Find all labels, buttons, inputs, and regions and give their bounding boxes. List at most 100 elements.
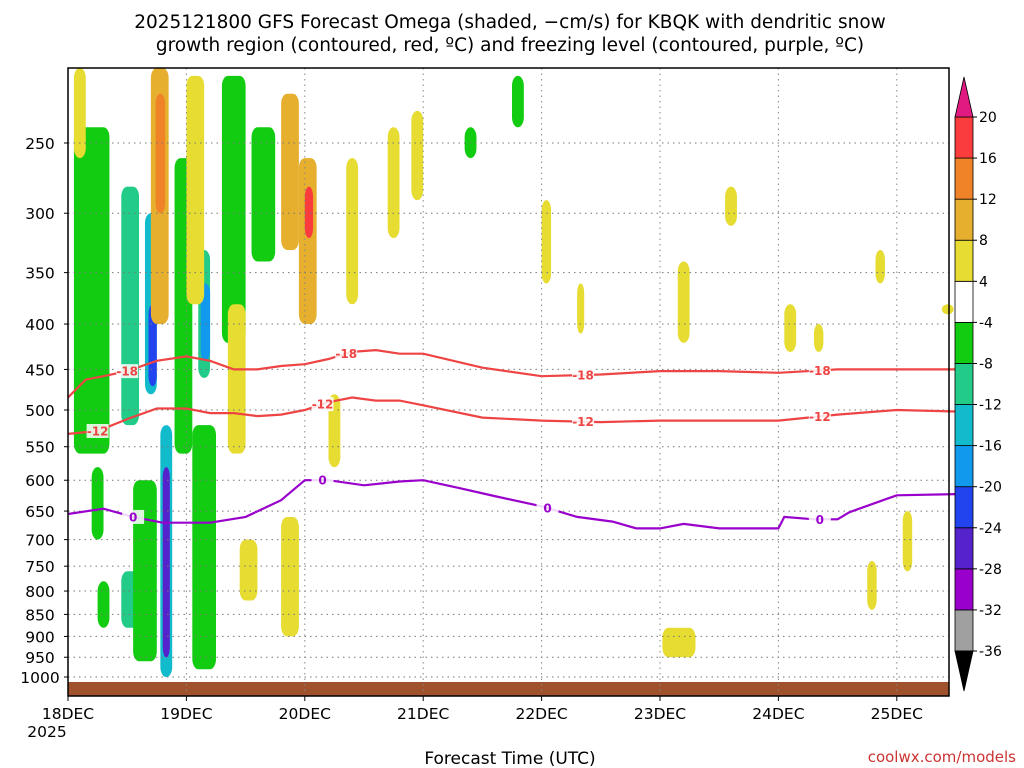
omega-cell-20 [227, 304, 246, 454]
omega-cell-7 [148, 304, 157, 387]
contour-label-1-2: -12 [572, 415, 594, 429]
omega-cell-34 [677, 261, 690, 343]
omega-colorbar: -36 -32 -28 -24 -20 -16 -12 -8 -4 4 8 12 16 20 [954, 76, 1002, 692]
contour-label-2-2: 0 [543, 502, 551, 516]
colorbar-label--12: -12 [979, 398, 1002, 414]
contour-label-bg [86, 423, 109, 438]
contour-label-bg [335, 346, 358, 361]
contour-label-1-3: -12 [809, 410, 831, 424]
contour-label-2-0: 0 [129, 510, 137, 524]
omega-cell-37 [813, 324, 824, 352]
omega-cell-22 [281, 93, 299, 250]
colorbar-label--32: -32 [979, 603, 1002, 619]
chart-title-line-1: 2025121800 GFS Forecast Omega (shaded, −… [134, 12, 886, 33]
colorbar-swatch-8 [954, 280, 974, 323]
contour-label-0-2: -18 [572, 369, 594, 383]
omega-cell-27 [328, 394, 341, 468]
contour-label-bg [116, 364, 139, 379]
omega-cell-15 [251, 127, 276, 262]
omega-cell-35 [725, 186, 737, 226]
contour-label-2-1: 0 [318, 474, 326, 488]
y-tick-label-400: 400 [25, 316, 55, 334]
y-tick-label-800: 800 [25, 583, 55, 601]
omega-cell-21 [239, 539, 258, 601]
omega-cell-32 [541, 200, 552, 284]
x-axis-title: Forecast Time (UTC) [424, 749, 595, 768]
contour-label-bg [572, 414, 595, 429]
x-tick-label-22DEC: 22DEC [515, 705, 567, 723]
surface-terrain-layer [68, 682, 949, 696]
colorbar-label--24: -24 [979, 521, 1002, 537]
colorbar-swatch-11 [954, 157, 974, 200]
omega-cell-41 [867, 561, 877, 610]
colorbar-swatch-10 [954, 198, 974, 241]
omega-cell-40 [902, 511, 913, 572]
contour-label-bg [808, 363, 831, 378]
omega-cell-36 [784, 304, 797, 352]
contour-label-0-3: -18 [809, 364, 831, 378]
credit-link[interactable]: coolwx.com/models [868, 748, 1016, 766]
omega-cell-17 [155, 93, 166, 214]
y-tick-label-300: 300 [25, 205, 55, 223]
omega-cell-5 [133, 480, 157, 662]
x-axis-year-label: 2025 [27, 723, 66, 741]
colorbar-label-8: 8 [979, 233, 988, 249]
colorbar-under-arrow [954, 650, 974, 692]
x-tick-label-19DEC: 19DEC [160, 705, 212, 723]
contour-line-2 [67, 479, 957, 530]
omega-cell-38 [875, 249, 885, 284]
colorbar-label--28: -28 [979, 562, 1002, 578]
omega-cell-18 [73, 68, 86, 159]
omega-cell-14 [221, 75, 246, 343]
contour-layer: -18 -18 -18 -18 -12 -12 -12 -12 0 0 0 0 [67, 346, 957, 530]
colorbar-label-12: 12 [979, 192, 997, 208]
omega-cell-23 [298, 158, 317, 325]
y-tick-label-550: 550 [25, 439, 55, 457]
omega-cell-3 [121, 186, 140, 426]
plot-frame [67, 67, 950, 697]
x-tick-label-24DEC: 24DEC [752, 705, 804, 723]
colorbar-swatch-5 [954, 404, 974, 447]
x-tick-label-21DEC: 21DEC [397, 705, 449, 723]
colorbar-swatch-7 [954, 321, 974, 364]
omega-cell-26 [346, 158, 359, 305]
y-tick-label-700: 700 [25, 532, 55, 550]
contour-label-1-0: -12 [87, 424, 109, 438]
colorbar-label--4: -4 [979, 315, 993, 331]
colorbar-label-20: 20 [979, 110, 997, 126]
omega-cell-12 [200, 283, 211, 361]
y-tick-label-600: 600 [25, 472, 55, 490]
omega-cell-29 [411, 110, 424, 201]
omega-cell-9 [162, 467, 170, 658]
colorbar-over-arrow [954, 76, 974, 118]
colorbar-swatch-12 [954, 116, 974, 159]
contour-label-0-1: -18 [335, 347, 357, 361]
contour-label-bg [122, 509, 145, 524]
omega-cell-42 [662, 627, 696, 658]
omega-cell-19 [186, 75, 205, 305]
x-axis-time-ticks: 18DEC 19DEC 20DEC 21DEC 22DEC 23DEC 24DEC 25DEC [42, 696, 923, 723]
contour-label-bg [808, 409, 831, 424]
colorbar-label-16: 16 [979, 151, 997, 167]
y-tick-label-350: 350 [25, 265, 55, 283]
x-tick-label-18DEC: 18DEC [42, 705, 94, 723]
contour-label-bg [536, 501, 559, 516]
y-tick-label-750: 750 [25, 558, 55, 576]
y-tick-label-650: 650 [25, 503, 55, 521]
contour-label-2-3: 0 [816, 513, 824, 527]
y-tick-label-1000: 1000 [20, 669, 59, 687]
y-tick-label-950: 950 [25, 649, 55, 667]
omega-cell-1 [91, 467, 104, 540]
y-tick-label-250: 250 [25, 135, 55, 153]
contour-label-0-0: -18 [116, 365, 138, 379]
omega-cell-39 [941, 304, 954, 315]
y-tick-label-450: 450 [25, 361, 55, 379]
omega-cell-25 [281, 516, 299, 637]
colorbar-swatch-0 [954, 609, 974, 652]
contour-label-bg [808, 512, 831, 527]
colorbar-label--36: -36 [979, 644, 1002, 660]
colorbar-swatch-1 [954, 568, 974, 611]
contour-label-bg [311, 473, 334, 488]
y-tick-label-850: 850 [25, 606, 55, 624]
